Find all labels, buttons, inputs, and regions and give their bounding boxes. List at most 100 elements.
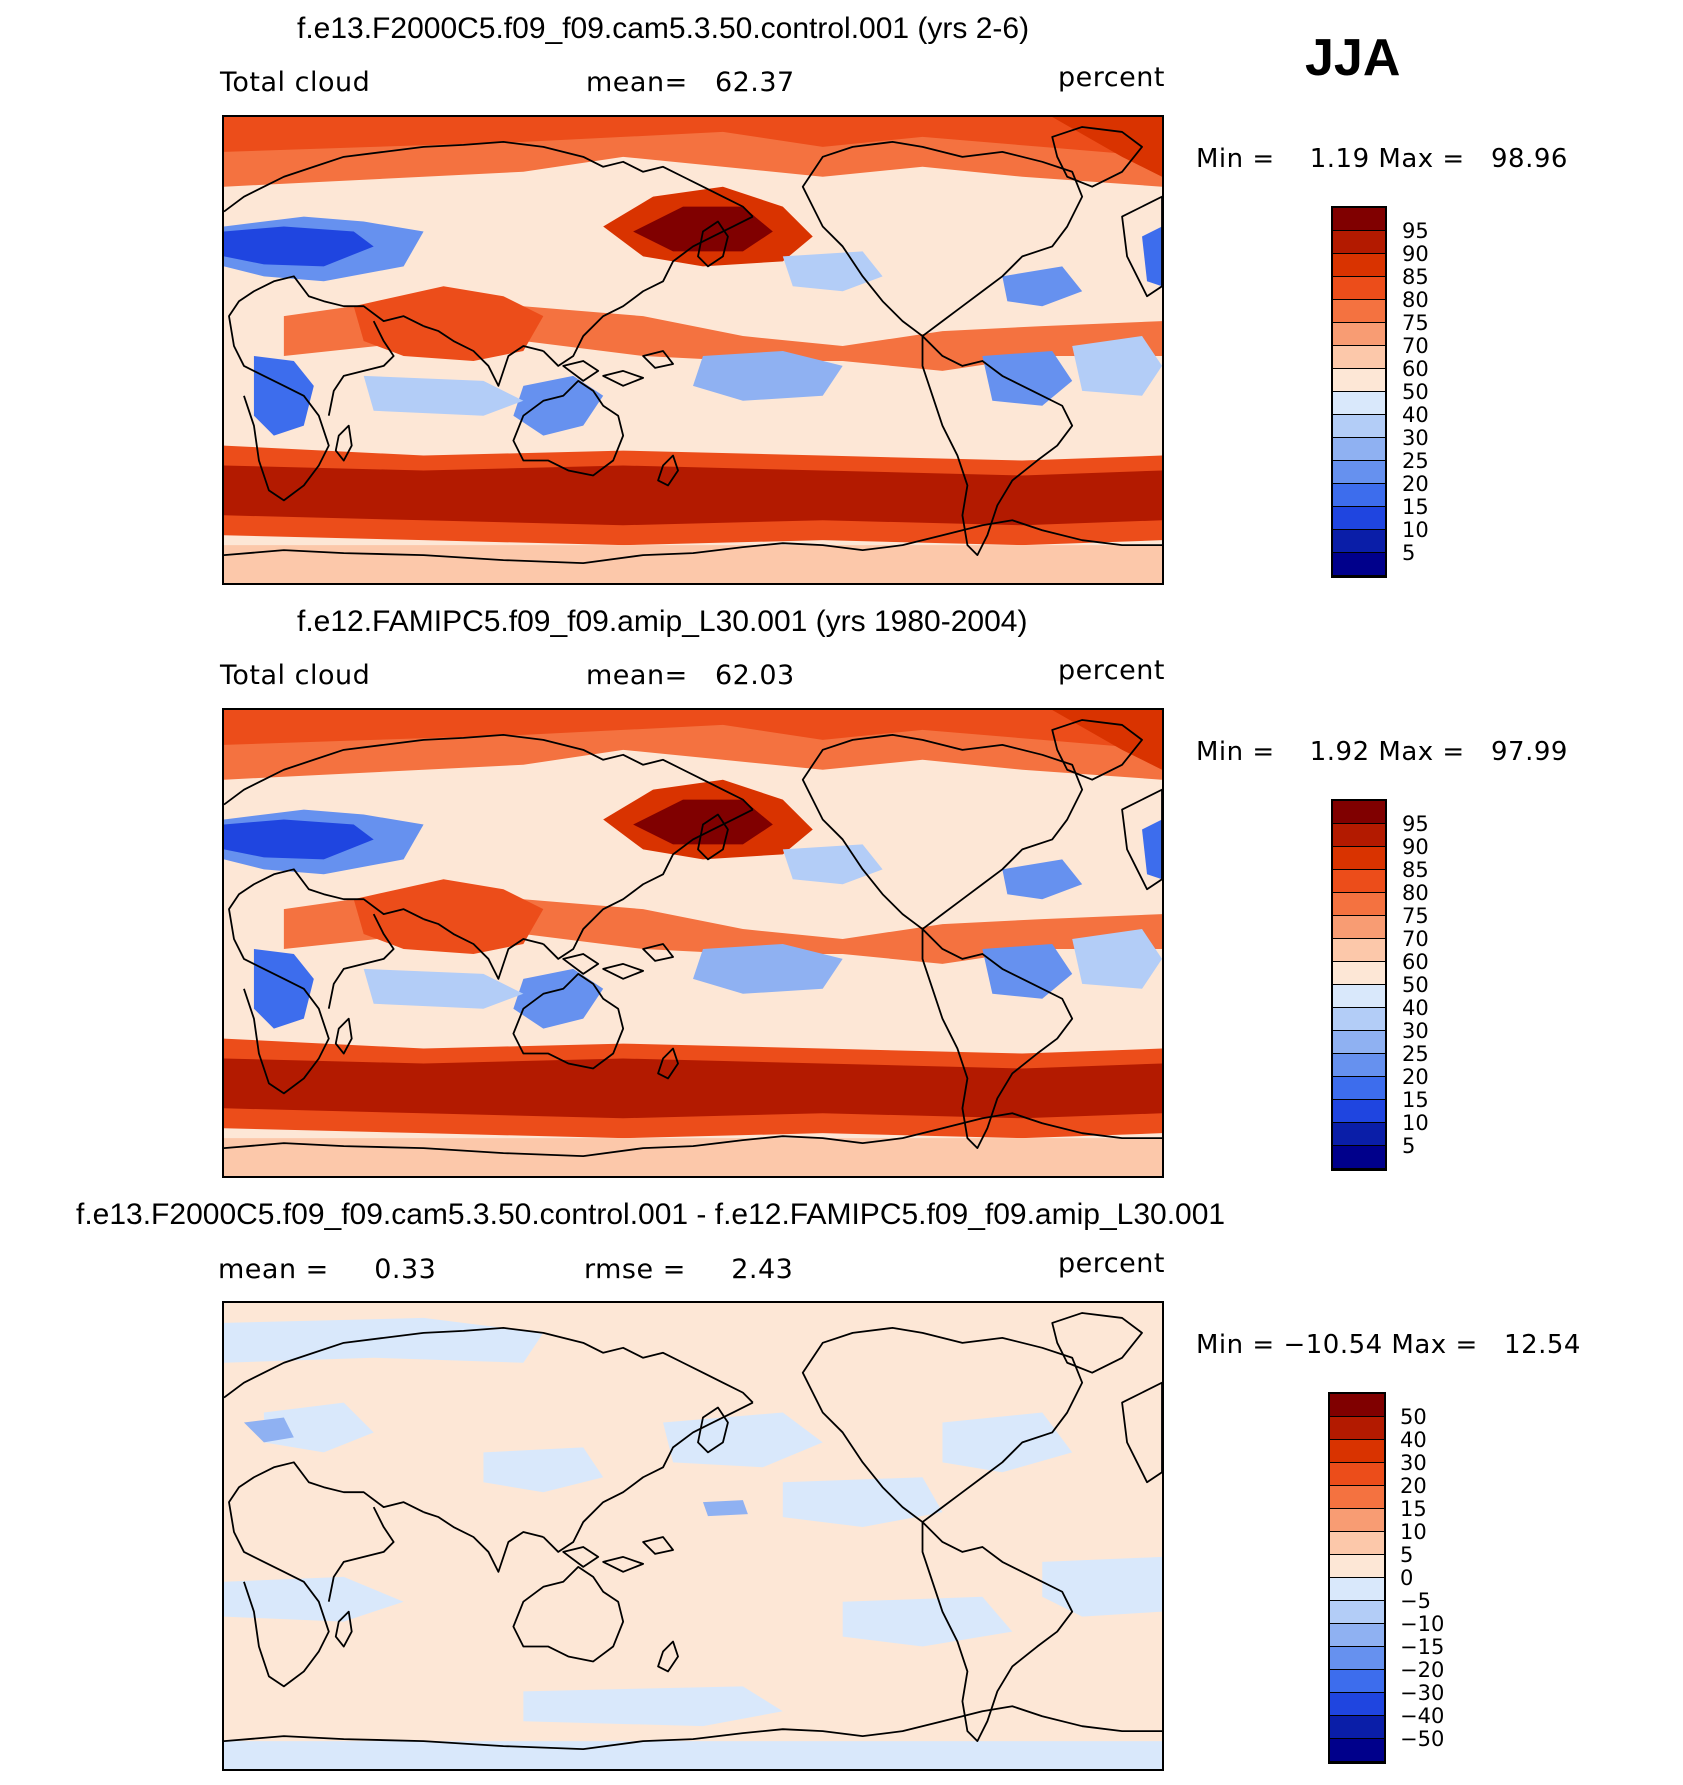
colorbar-tick-label: −10 bbox=[1400, 1612, 1445, 1636]
colorbar-swatch bbox=[1333, 346, 1385, 369]
difference-map bbox=[222, 1301, 1164, 1771]
colorbar-tick-label: 95 bbox=[1402, 812, 1429, 836]
colorbar-tick-label: 15 bbox=[1402, 495, 1429, 519]
colorbar-tick-label: 15 bbox=[1400, 1497, 1427, 1521]
colorbar-swatch bbox=[1330, 1417, 1384, 1440]
colorbar-swatch bbox=[1333, 893, 1385, 916]
colorbar-tick-label: 10 bbox=[1402, 1111, 1429, 1135]
colorbar-swatch bbox=[1333, 985, 1385, 1008]
colorbar-tick-label: 85 bbox=[1402, 858, 1429, 882]
colorbar bbox=[1331, 206, 1387, 578]
units-label: percent bbox=[1058, 62, 1165, 93]
colorbar-tick-label: 5 bbox=[1402, 541, 1416, 565]
colorbar-swatch bbox=[1330, 1624, 1384, 1647]
mean-label: mean= 62.37 bbox=[586, 67, 795, 98]
season-label: JJA bbox=[1305, 29, 1401, 87]
colorbar-swatch bbox=[1333, 277, 1385, 300]
colorbar-tick-label: −5 bbox=[1400, 1589, 1431, 1613]
colorbar-tick-label: 90 bbox=[1402, 835, 1429, 859]
mean-label: mean= 62.03 bbox=[586, 660, 795, 691]
units-label: percent bbox=[1058, 655, 1165, 686]
colorbar-tick-label: 80 bbox=[1402, 288, 1429, 312]
colorbar-swatch bbox=[1333, 530, 1385, 553]
colorbar-swatch bbox=[1333, 870, 1385, 893]
units-label: percent bbox=[1058, 1248, 1165, 1279]
colorbar-tick-label: 85 bbox=[1402, 265, 1429, 289]
colorbar-swatch bbox=[1333, 415, 1385, 438]
colorbar-tick-label: 30 bbox=[1402, 1019, 1429, 1043]
colorbar-tick-label: 20 bbox=[1400, 1474, 1427, 1498]
colorbar-tick-label: 30 bbox=[1400, 1451, 1427, 1475]
colorbar-swatch bbox=[1333, 1054, 1385, 1077]
rmse-label: rmse = 2.43 bbox=[584, 1254, 794, 1285]
colorbar-swatch bbox=[1333, 1077, 1385, 1100]
colorbar-swatch bbox=[1333, 939, 1385, 962]
colorbar-tick-label: 15 bbox=[1402, 1088, 1429, 1112]
panel-title: f.e12.FAMIPC5.f09_f09.amip_L30.001 (yrs … bbox=[297, 605, 1028, 638]
colorbar-tick-label: 70 bbox=[1402, 927, 1429, 951]
colorbar-swatch bbox=[1330, 1486, 1384, 1509]
colorbar-swatch bbox=[1330, 1716, 1384, 1739]
variable-label: Total cloud bbox=[220, 660, 371, 691]
variable-label: Total cloud bbox=[220, 67, 371, 98]
map-svg bbox=[224, 710, 1162, 1176]
colorbar-tick-label: −15 bbox=[1400, 1635, 1445, 1659]
mean-label: mean = 0.33 bbox=[218, 1254, 437, 1285]
colorbar-swatch bbox=[1330, 1647, 1384, 1670]
min-max-readout: Min = −10.54 Max = 12.54 bbox=[1196, 1330, 1581, 1360]
min-max-readout: Min = 1.92 Max = 97.99 bbox=[1196, 737, 1568, 767]
colorbar-swatch bbox=[1333, 231, 1385, 254]
colorbar-tick-label: −50 bbox=[1400, 1727, 1445, 1751]
colorbar-tick-label: 40 bbox=[1402, 996, 1429, 1020]
colorbar bbox=[1331, 799, 1387, 1171]
colorbar-swatch bbox=[1330, 1440, 1384, 1463]
colorbar-tick-label: 50 bbox=[1402, 973, 1429, 997]
colorbar-swatch bbox=[1333, 1146, 1385, 1169]
colorbar-swatch bbox=[1330, 1509, 1384, 1532]
colorbar-tick-label: 40 bbox=[1402, 403, 1429, 427]
colorbar-swatch bbox=[1333, 461, 1385, 484]
colorbar-tick-label: 60 bbox=[1402, 950, 1429, 974]
colorbar-swatch bbox=[1333, 1008, 1385, 1031]
colorbar-tick-label: 25 bbox=[1402, 1042, 1429, 1066]
colorbar-tick-label: 60 bbox=[1402, 357, 1429, 381]
colorbar-swatch bbox=[1333, 916, 1385, 939]
colorbar-swatch bbox=[1333, 553, 1385, 576]
colorbar-swatch bbox=[1333, 1123, 1385, 1146]
colorbar-tick-label: 50 bbox=[1402, 380, 1429, 404]
colorbar-tick-label: 95 bbox=[1402, 219, 1429, 243]
colorbar-swatch bbox=[1333, 208, 1385, 231]
colorbar-tick-label: 75 bbox=[1402, 904, 1429, 928]
colorbar-tick-label: −30 bbox=[1400, 1681, 1445, 1705]
colorbar-tick-label: 5 bbox=[1400, 1543, 1414, 1567]
colorbar-tick-label: 20 bbox=[1402, 472, 1429, 496]
colorbar-swatch bbox=[1333, 484, 1385, 507]
colorbar bbox=[1328, 1392, 1386, 1764]
colorbar-swatch bbox=[1333, 824, 1385, 847]
map-svg bbox=[224, 1303, 1162, 1769]
cloud-map bbox=[222, 115, 1164, 585]
colorbar-swatch bbox=[1333, 1031, 1385, 1054]
colorbar-tick-label: 10 bbox=[1402, 518, 1429, 542]
colorbar-swatch bbox=[1333, 300, 1385, 323]
map-svg bbox=[224, 117, 1162, 583]
colorbar-swatch bbox=[1330, 1601, 1384, 1624]
colorbar-swatch bbox=[1333, 801, 1385, 824]
colorbar-swatch bbox=[1330, 1394, 1384, 1417]
colorbar-swatch bbox=[1333, 507, 1385, 530]
colorbar-swatch bbox=[1330, 1693, 1384, 1716]
colorbar-tick-label: 50 bbox=[1400, 1405, 1427, 1429]
colorbar-tick-label: 70 bbox=[1402, 334, 1429, 358]
colorbar-swatch bbox=[1330, 1670, 1384, 1693]
panel-title: f.e13.F2000C5.f09_f09.cam5.3.50.control.… bbox=[76, 1198, 1226, 1231]
colorbar-tick-label: 10 bbox=[1400, 1520, 1427, 1544]
colorbar-swatch bbox=[1330, 1555, 1384, 1578]
colorbar-swatch bbox=[1333, 438, 1385, 461]
colorbar-swatch bbox=[1330, 1463, 1384, 1486]
colorbar-swatch bbox=[1333, 1100, 1385, 1123]
colorbar-tick-label: 75 bbox=[1402, 311, 1429, 335]
colorbar-swatch bbox=[1333, 847, 1385, 870]
colorbar-tick-label: 90 bbox=[1402, 242, 1429, 266]
colorbar-swatch bbox=[1333, 962, 1385, 985]
colorbar-tick-label: 0 bbox=[1400, 1566, 1414, 1590]
